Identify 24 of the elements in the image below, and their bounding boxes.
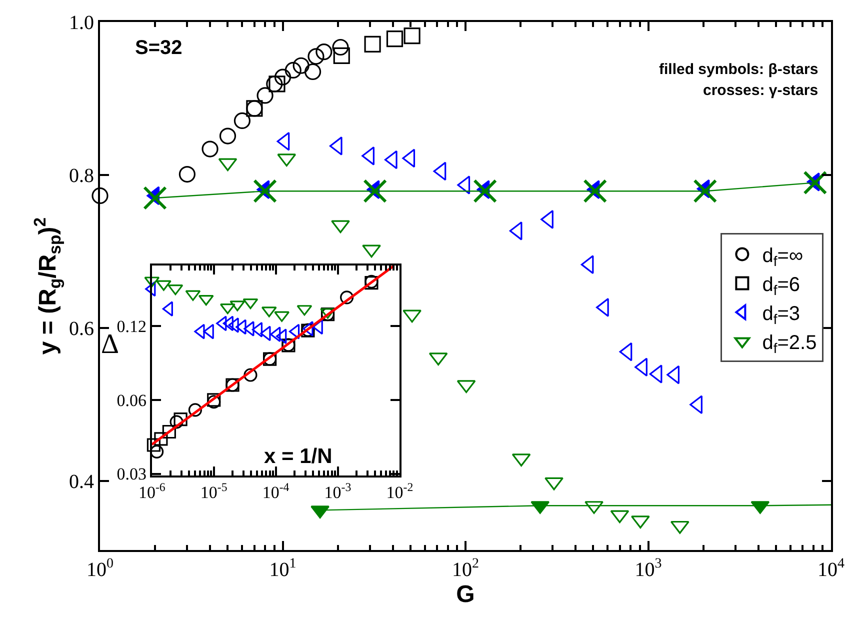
x-axis-title: G [456, 581, 475, 608]
x-tick-label: 10$^{-2}$ [386, 480, 414, 502]
x-axis-title: x = 1/N [264, 445, 332, 468]
x-tick-label: 10$^{2}$ [452, 556, 479, 581]
x-tick-label: 10$^{-3}$ [324, 480, 352, 502]
x-tick-label: 10$^{3}$ [634, 556, 662, 581]
legend-label: d$_{f}$=2.5 [762, 332, 817, 356]
annotation: filled symbols: β-stars [659, 61, 818, 78]
annotation: crosses: γ-stars [703, 82, 818, 99]
x-tick-label: 10$^{-5}$ [200, 480, 228, 502]
y-tick-label: 0.6 [69, 318, 94, 340]
annotation: S=32 [135, 37, 182, 59]
legend-label: d$_{f}$=∞ [762, 245, 804, 270]
x-tick-label: 10$^{-4}$ [262, 480, 290, 502]
y-tick-label: 0.4 [69, 471, 94, 494]
y-tick-label: 0.12 [116, 317, 146, 336]
legend-label: d$_{f}$=6 [762, 274, 800, 298]
x-tick-label: 10$^{4}$ [818, 556, 844, 581]
y-tick-label: 0.06 [116, 390, 146, 410]
x-tick-label: 10$^{0}$ [86, 556, 114, 581]
x-tick-label: 10$^{1}$ [269, 556, 296, 581]
y-tick-label: 1.0 [69, 12, 94, 34]
y-tick-label: 0.8 [69, 165, 94, 188]
legend-label: d$_{f}$=3 [762, 303, 800, 328]
